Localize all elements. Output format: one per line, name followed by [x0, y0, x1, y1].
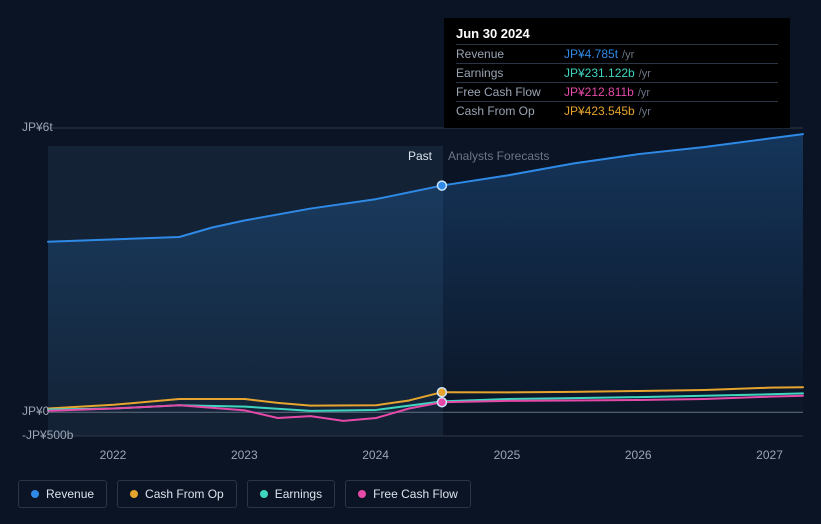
tooltip-row: EarningsJP¥231.122b/yr [456, 63, 778, 82]
x-tick-label: 2024 [362, 448, 389, 462]
section-label-forecast: Analysts Forecasts [448, 149, 549, 163]
legend: Revenue Cash From Op Earnings Free Cash Flo… [18, 480, 471, 508]
legend-dot-icon [130, 490, 138, 498]
x-tick-label: 2022 [100, 448, 127, 462]
marker-cash_from_op [437, 388, 446, 397]
legend-item-earnings[interactable]: Earnings [247, 480, 335, 508]
y-tick-label: -JP¥500b [22, 428, 73, 442]
tooltip-row-value: JP¥423.545b [564, 104, 635, 118]
x-tick-label: 2023 [231, 448, 258, 462]
section-label-past: Past [408, 149, 432, 163]
x-tick-label: 2026 [625, 448, 652, 462]
tooltip-date: Jun 30 2024 [456, 26, 778, 44]
legend-item-label: Cash From Op [145, 487, 224, 501]
tooltip-row: RevenueJP¥4.785t/yr [456, 44, 778, 63]
tooltip-row-suffix: /yr [639, 106, 651, 118]
tooltip-row-suffix: /yr [622, 49, 634, 61]
legend-item-label: Earnings [275, 487, 322, 501]
tooltip: Jun 30 2024 RevenueJP¥4.785t/yrEarningsJ… [444, 18, 790, 128]
legend-dot-icon [260, 490, 268, 498]
tooltip-row-value: JP¥212.811b [564, 85, 634, 99]
legend-item-revenue[interactable]: Revenue [18, 480, 107, 508]
y-tick-label: JP¥6t [22, 120, 53, 134]
marker-revenue [437, 181, 446, 190]
legend-dot-icon [358, 490, 366, 498]
marker-free_cash_flow [437, 398, 446, 407]
legend-item-cash_from_op[interactable]: Cash From Op [117, 480, 237, 508]
x-tick-label: 2025 [494, 448, 521, 462]
tooltip-row-suffix: /yr [639, 68, 651, 80]
x-tick-label: 2027 [756, 448, 783, 462]
tooltip-row-suffix: /yr [638, 87, 650, 99]
tooltip-row-label: Cash From Op [456, 104, 564, 118]
tooltip-row-label: Revenue [456, 47, 564, 61]
tooltip-row-label: Earnings [456, 66, 564, 80]
y-tick-label: JP¥0 [22, 404, 49, 418]
tooltip-row-value: JP¥4.785t [564, 47, 618, 61]
legend-item-label: Revenue [46, 487, 94, 501]
tooltip-row: Cash From OpJP¥423.545b/yr [456, 101, 778, 120]
legend-item-label: Free Cash Flow [373, 487, 458, 501]
tooltip-row-label: Free Cash Flow [456, 85, 564, 99]
tooltip-row: Free Cash FlowJP¥212.811b/yr [456, 82, 778, 101]
tooltip-row-value: JP¥231.122b [564, 66, 635, 80]
chart-container: Past Analysts Forecasts JP¥6t JP¥0 -JP¥500… [0, 0, 821, 524]
legend-dot-icon [31, 490, 39, 498]
legend-item-free_cash_flow[interactable]: Free Cash Flow [345, 480, 471, 508]
